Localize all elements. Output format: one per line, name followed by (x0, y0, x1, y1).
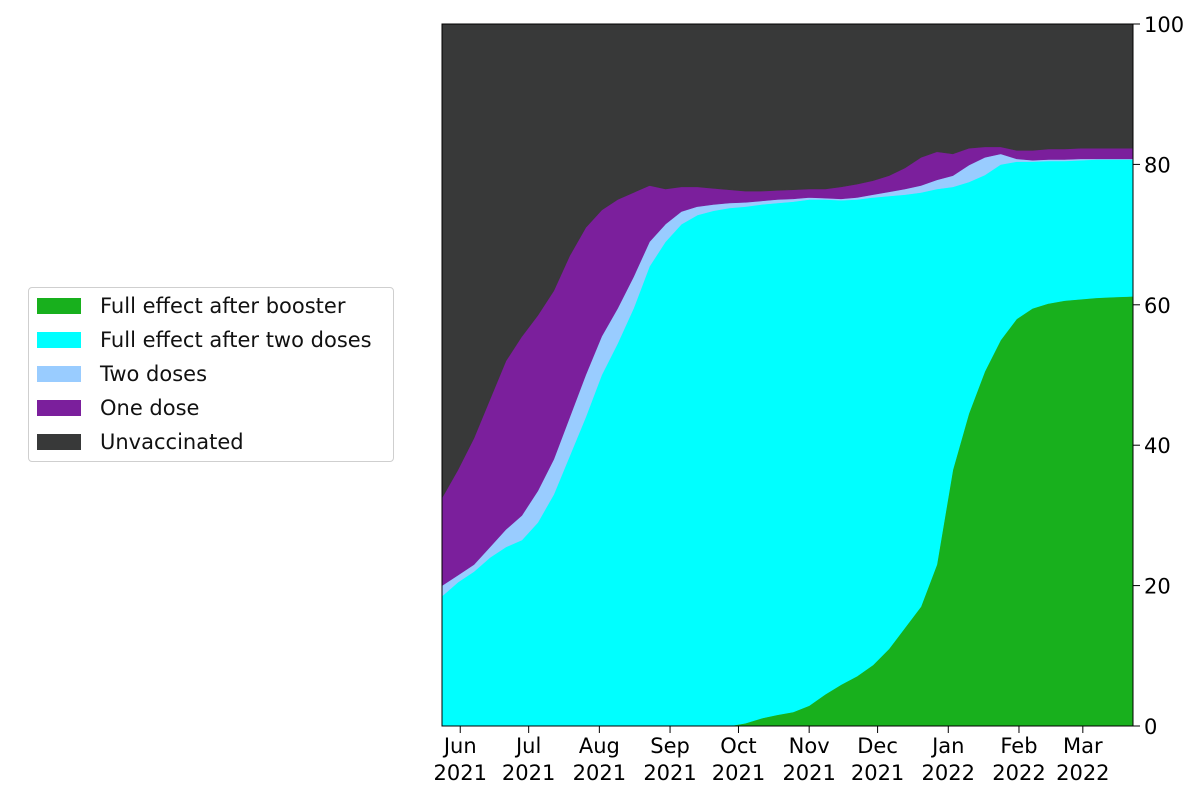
x-tick-month: Sep (650, 734, 690, 758)
legend: Full effect after booster Full effect af… (28, 287, 394, 462)
y-tick-label: 60 (1144, 294, 1171, 318)
x-tick-label: Nov 2021 (782, 734, 835, 785)
x-tick-year: 2021 (712, 761, 765, 785)
x-tick-month: Feb (1000, 734, 1037, 758)
x-axis: Jun 2021 Jul 2021 Aug 2021 Sep 2021 Oct 2021 Nov 20… (434, 726, 1110, 785)
legend-swatch-full-two-doses (37, 332, 81, 348)
areas-layer (441, 23, 1134, 727)
y-tick-label: 100 (1144, 13, 1184, 37)
x-tick-label: Oct 2021 (712, 734, 765, 785)
x-tick-month: Jul (514, 734, 541, 758)
x-tick-month: Nov (789, 734, 830, 758)
x-tick-year: 2021 (502, 761, 555, 785)
legend-label-booster: Full effect after booster (100, 294, 346, 318)
x-tick-month: Mar (1063, 734, 1103, 758)
x-tick-year: 2022 (1056, 761, 1109, 785)
y-tick-label: 40 (1144, 434, 1171, 458)
legend-item-full-two-doses: Full effect after two doses (37, 328, 372, 352)
x-tick-label: Mar 2022 (1056, 734, 1109, 785)
legend-swatch-booster (37, 298, 81, 314)
y-tick-label: 80 (1144, 153, 1171, 177)
legend-swatch-unvaccinated (37, 434, 81, 450)
legend-swatch-one-dose (37, 400, 81, 416)
x-tick-label: Jun 2021 (434, 734, 487, 785)
x-tick-label: Aug 2021 (573, 734, 626, 785)
legend-label-two-doses: Two doses (100, 362, 208, 386)
legend-label-one-dose: One dose (100, 396, 200, 420)
x-tick-month: Oct (720, 734, 756, 758)
x-tick-year: 2021 (434, 761, 487, 785)
x-tick-month: Dec (857, 734, 898, 758)
legend-item-booster: Full effect after booster (37, 294, 345, 318)
y-axis: 0 20 40 60 80 100 (1133, 13, 1184, 739)
legend-item-one-dose: One dose (37, 396, 199, 420)
legend-swatch-two-doses (37, 366, 81, 382)
x-tick-year: 2021 (782, 761, 835, 785)
x-tick-label: Sep 2021 (643, 734, 696, 785)
x-tick-year: 2022 (922, 761, 975, 785)
legend-item-two-doses: Two doses (37, 362, 207, 386)
legend-label-full-two-doses: Full effect after two doses (100, 328, 372, 352)
legend-label-unvaccinated: Unvaccinated (100, 430, 244, 454)
x-tick-year: 2021 (643, 761, 696, 785)
plot-frame (441, 23, 1134, 727)
x-tick-year: 2021 (851, 761, 904, 785)
x-tick-month: Aug (579, 734, 620, 758)
x-tick-month: Jan (930, 734, 964, 758)
x-tick-label: Jul 2021 (502, 734, 555, 785)
y-tick-label: 20 (1144, 575, 1171, 599)
y-tick-label: 0 (1144, 715, 1157, 739)
x-tick-month: Jun (442, 734, 477, 758)
legend-item-unvaccinated: Unvaccinated (37, 430, 244, 454)
x-tick-label: Jan 2022 (922, 734, 975, 785)
x-tick-year: 2022 (992, 761, 1045, 785)
x-tick-label: Feb 2022 (992, 734, 1045, 785)
x-tick-year: 2021 (573, 761, 626, 785)
x-tick-label: Dec 2021 (851, 734, 904, 785)
